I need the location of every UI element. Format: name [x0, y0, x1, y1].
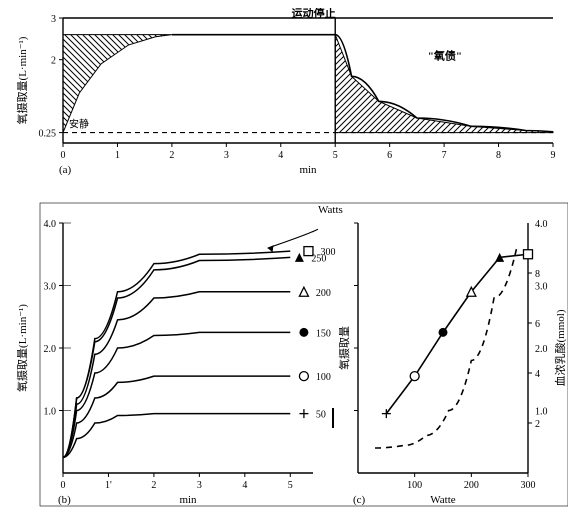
svg-text:200: 200: [464, 480, 479, 491]
svg-text:0.25: 0.25: [39, 129, 57, 140]
svg-text:100: 100: [407, 480, 422, 491]
svg-text:4.0: 4.0: [44, 219, 57, 230]
panel-b: 0 1' 2 3 4 5 min (b) 1.0 2.0 3.0 4.0 氧摄取量(L·min⁻¹) Wa…: [15, 204, 343, 506]
svg-text:2.0: 2.0: [535, 344, 548, 355]
svg-text:3.0: 3.0: [535, 282, 548, 293]
svg-text:氧摄取量(L·min⁻¹): 氧摄取量(L·min⁻¹): [15, 36, 29, 124]
svg-text:1': 1': [105, 480, 112, 491]
svg-text:2: 2: [535, 419, 540, 430]
svg-text:(a): (a): [59, 164, 72, 176]
svg-text:3: 3: [197, 480, 202, 491]
svg-text:0: 0: [61, 480, 66, 491]
panel-c: 100 200 300 Watte (c) 氧摄取量 2 4 6 8 1.0 2.0 3.0 4.0 血浓乳…: [333, 219, 568, 506]
svg-text:2: 2: [169, 150, 174, 161]
svg-text:9: 9: [551, 150, 556, 161]
svg-text:8: 8: [496, 150, 501, 161]
svg-text:300: 300: [320, 247, 335, 258]
svg-text:0: 0: [61, 150, 66, 161]
svg-text:(c): (c): [353, 494, 366, 506]
svg-text:1.0: 1.0: [535, 407, 548, 418]
svg-text:6: 6: [387, 150, 392, 161]
svg-text:4.0: 4.0: [535, 219, 548, 230]
svg-text:5: 5: [288, 480, 293, 491]
chart-root: 0 1 2 3 4 5 6 7 8 9 min (a) 0.25 2 3 氧摄取量(L·min⁻¹) 安静 运动停…: [8, 8, 568, 513]
svg-text:1: 1: [115, 150, 120, 161]
svg-text:300: 300: [521, 480, 536, 491]
svg-text:氧摄取量(L·min⁻¹): 氧摄取量(L·min⁻¹): [15, 304, 29, 392]
svg-text:Watts: Watts: [318, 204, 343, 216]
svg-text:血浓乳酸(mmol): 血浓乳酸(mmol): [553, 309, 567, 386]
svg-text:(b): (b): [58, 494, 71, 506]
svg-text:3: 3: [51, 14, 56, 25]
svg-text:2: 2: [51, 56, 56, 67]
svg-text:运动停止: 运动停止: [292, 8, 336, 20]
svg-text:100: 100: [316, 372, 331, 383]
svg-text:5: 5: [333, 150, 338, 161]
svg-text:7: 7: [442, 150, 447, 161]
svg-text:1.0: 1.0: [44, 407, 57, 418]
svg-text:8: 8: [535, 269, 540, 280]
svg-text:4: 4: [535, 369, 540, 380]
svg-text:200: 200: [316, 288, 331, 299]
svg-text:50: 50: [316, 410, 326, 421]
svg-text:150: 150: [316, 328, 331, 339]
svg-text:2.0: 2.0: [44, 344, 57, 355]
svg-text:6: 6: [535, 319, 540, 330]
svg-text:4: 4: [242, 480, 247, 491]
svg-text:氧摄取量: 氧摄取量: [337, 326, 351, 370]
panel-a: 0 1 2 3 4 5 6 7 8 9 min (a) 0.25 2 3 氧摄取量(L·min⁻¹) 安静 运动停…: [15, 8, 556, 176]
svg-text:min: min: [299, 164, 317, 176]
svg-text:安静: 安静: [69, 118, 89, 131]
svg-text:2: 2: [151, 480, 156, 491]
svg-text:"氧债": "氧债": [428, 49, 462, 63]
svg-text:3.0: 3.0: [44, 282, 57, 293]
svg-text:Watte: Watte: [430, 494, 455, 506]
svg-text:3: 3: [224, 150, 229, 161]
svg-text:4: 4: [278, 150, 283, 161]
svg-text:min: min: [179, 494, 197, 506]
